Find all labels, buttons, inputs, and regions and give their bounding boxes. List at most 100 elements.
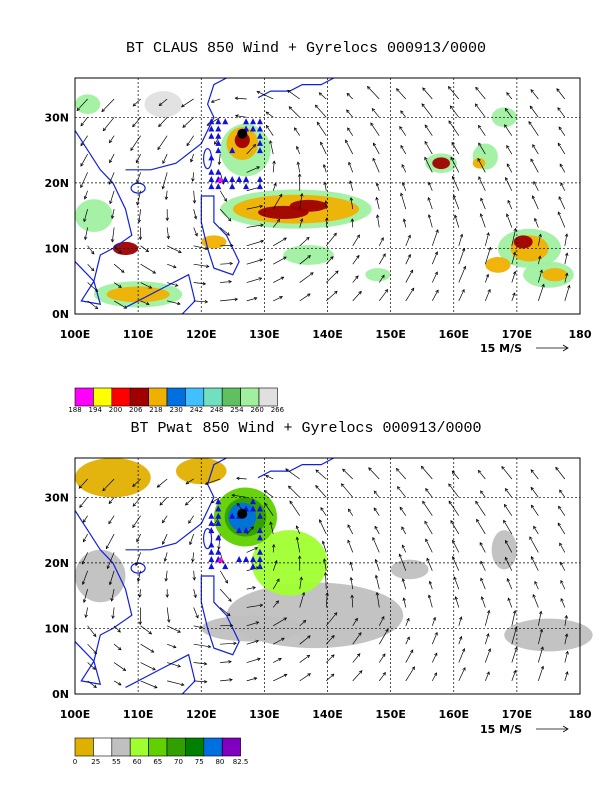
wind-arrowhead xyxy=(204,246,209,251)
wind-arrow xyxy=(299,255,311,265)
wind-arrowhead xyxy=(164,578,168,582)
wind-arrow xyxy=(325,654,335,663)
wind-arrowhead xyxy=(265,111,270,115)
wind-arrowhead xyxy=(557,211,561,216)
wind-arrow xyxy=(140,263,156,274)
wind-arrowhead xyxy=(530,158,534,163)
wind-arrowhead xyxy=(461,288,465,293)
colorbar-label: 25 xyxy=(91,758,100,766)
wind-arrow xyxy=(193,662,207,665)
wind-arrowhead xyxy=(370,122,374,127)
wind-arrow xyxy=(167,282,178,287)
wind-arrowhead xyxy=(193,215,198,220)
wind-arrow xyxy=(564,285,570,301)
wind-arrow xyxy=(480,490,486,498)
wind-arrowhead xyxy=(110,215,115,220)
wind-arrowhead xyxy=(564,233,569,237)
wind-arrow xyxy=(452,176,460,191)
wind-arrow xyxy=(80,135,88,146)
colorbar-label: 194 xyxy=(89,406,103,414)
wind-arrowhead xyxy=(117,646,122,651)
wind-arrowhead xyxy=(503,519,507,524)
wind-arrow xyxy=(219,227,230,236)
wind-arrow xyxy=(537,234,541,246)
cyclone-center-marker xyxy=(237,508,248,519)
wind-arrow xyxy=(405,636,410,645)
wind-arrowhead xyxy=(257,657,261,661)
wind-arrowhead xyxy=(108,581,113,586)
wind-arrowhead xyxy=(236,502,241,507)
wind-arrow xyxy=(531,505,539,516)
wind-arrowhead xyxy=(161,541,166,545)
wind-arrowhead xyxy=(479,542,483,546)
wind-arrowhead xyxy=(427,594,432,599)
wind-arrowhead xyxy=(398,553,402,558)
wind-arrow xyxy=(219,570,228,584)
wind-arrow xyxy=(315,104,327,118)
cyclone-center-marker xyxy=(237,128,248,139)
wind-arrowhead xyxy=(538,255,542,260)
wind-arrowhead xyxy=(350,218,355,222)
wind-arrowhead xyxy=(486,671,490,675)
wind-arrow xyxy=(166,227,169,239)
wind-arrowhead xyxy=(559,163,563,168)
wind-arrowhead xyxy=(424,520,428,525)
x-tick-label: 180 xyxy=(569,328,592,341)
wind-arrow xyxy=(371,108,380,118)
wind-arrow xyxy=(140,680,158,689)
wind-arrowhead xyxy=(269,521,273,525)
wind-arrowhead xyxy=(340,483,345,487)
wind-arrowhead xyxy=(504,556,508,561)
wind-arrow xyxy=(272,578,280,590)
wind-arrow xyxy=(431,617,436,626)
wind-arrow xyxy=(140,643,154,653)
wind-arrow xyxy=(511,610,516,626)
wind-arrow xyxy=(378,653,386,663)
wind-arrowhead xyxy=(330,256,334,260)
colorbar-label: 248 xyxy=(210,406,223,414)
wind-arrow xyxy=(87,245,95,255)
wind-arrow xyxy=(220,679,233,682)
wind-arrow xyxy=(132,478,141,487)
wind-arrowhead xyxy=(539,610,543,615)
shaded-region xyxy=(513,235,533,249)
wind-arrowhead xyxy=(138,621,143,626)
wind-arrowhead xyxy=(253,677,258,681)
wind-arrow xyxy=(532,144,539,155)
wind-arrow xyxy=(368,467,380,480)
wind-arrow xyxy=(167,625,181,633)
gyre-triangle xyxy=(222,118,229,125)
shaded-region xyxy=(112,241,139,255)
y-tick-label: 30N xyxy=(44,111,69,124)
wind-arrow xyxy=(272,219,280,228)
wind-arrowhead xyxy=(427,214,432,218)
shaded-region xyxy=(75,458,151,498)
colorbar-label: 266 xyxy=(271,406,285,414)
wind-arrow xyxy=(378,616,385,626)
wind-arrowhead xyxy=(102,487,106,492)
wind-arrow xyxy=(505,488,513,498)
wind-arrowhead xyxy=(294,127,298,131)
wind-arrow xyxy=(219,588,232,602)
wind-arrow xyxy=(246,604,263,608)
wind-arrowhead xyxy=(532,144,536,148)
wind-arrow xyxy=(426,558,433,571)
gyre-triangle xyxy=(229,183,236,190)
colorbar-swatch xyxy=(148,737,168,757)
wind-arrow xyxy=(246,587,256,590)
coastline xyxy=(200,195,240,276)
wind-arrow xyxy=(478,125,486,136)
wind-arrow xyxy=(341,483,354,498)
wind-arrow xyxy=(484,610,490,626)
wind-arrow xyxy=(402,578,407,590)
wind-arrow xyxy=(564,253,568,265)
wind-arrow xyxy=(159,497,168,506)
wind-arrow xyxy=(352,653,361,663)
wind-arrow xyxy=(273,276,284,283)
wind-arrow xyxy=(532,594,539,608)
wind-arrowhead xyxy=(401,181,406,186)
wind-arrow xyxy=(246,658,261,663)
wind-arrowhead xyxy=(559,542,563,547)
wind-arrow xyxy=(373,490,380,498)
